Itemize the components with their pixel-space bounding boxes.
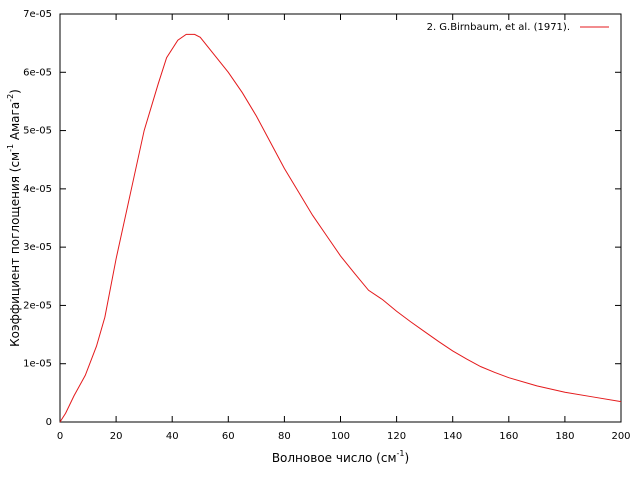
x-tick-label: 200: [611, 431, 630, 442]
x-tick-label: 140: [443, 431, 462, 442]
superscript: -1: [397, 449, 405, 458]
x-tick-label: 100: [331, 431, 350, 442]
superscript: -2: [6, 94, 15, 102]
data-line: [59, 33, 622, 423]
plot-border: [59, 13, 622, 423]
y-tick-label: 5e-05: [23, 126, 52, 137]
xlabel-label: Волновое число (см-1): [272, 449, 409, 465]
y-tick-label: 4e-05: [23, 184, 52, 195]
superscript: -1: [6, 144, 15, 152]
x-tick-label: 180: [555, 431, 574, 442]
y-tick-label: 2e-05: [23, 300, 52, 311]
label-text: Волновое число (см: [272, 451, 397, 465]
label-text: Коэффициент поглощения (см: [8, 152, 22, 347]
label-text: ): [8, 89, 22, 94]
y-tick-label: 6e-05: [23, 67, 52, 78]
label-text: Амага: [8, 102, 22, 144]
x-tick-label: 120: [387, 431, 406, 442]
y-tick-label: 0: [46, 417, 52, 428]
x-tick-label: 40: [166, 431, 179, 442]
legend-label: 2. G.Birnbaum, et al. (1971).: [427, 22, 570, 33]
x-tick-label: 160: [499, 431, 518, 442]
ylabel-label: Коэффициент поглощения (см-1 Амага-2): [6, 89, 22, 347]
x-tick-label: 60: [222, 431, 235, 442]
y-tick-label: 7e-05: [23, 9, 52, 20]
x-tick-label: 0: [57, 431, 63, 442]
y-tick-label: 3e-05: [23, 242, 52, 253]
y-tick-label: 1e-05: [23, 359, 52, 370]
x-tick-label: 20: [110, 431, 123, 442]
label-text: ): [404, 451, 409, 465]
x-tick-label: 80: [278, 431, 291, 442]
